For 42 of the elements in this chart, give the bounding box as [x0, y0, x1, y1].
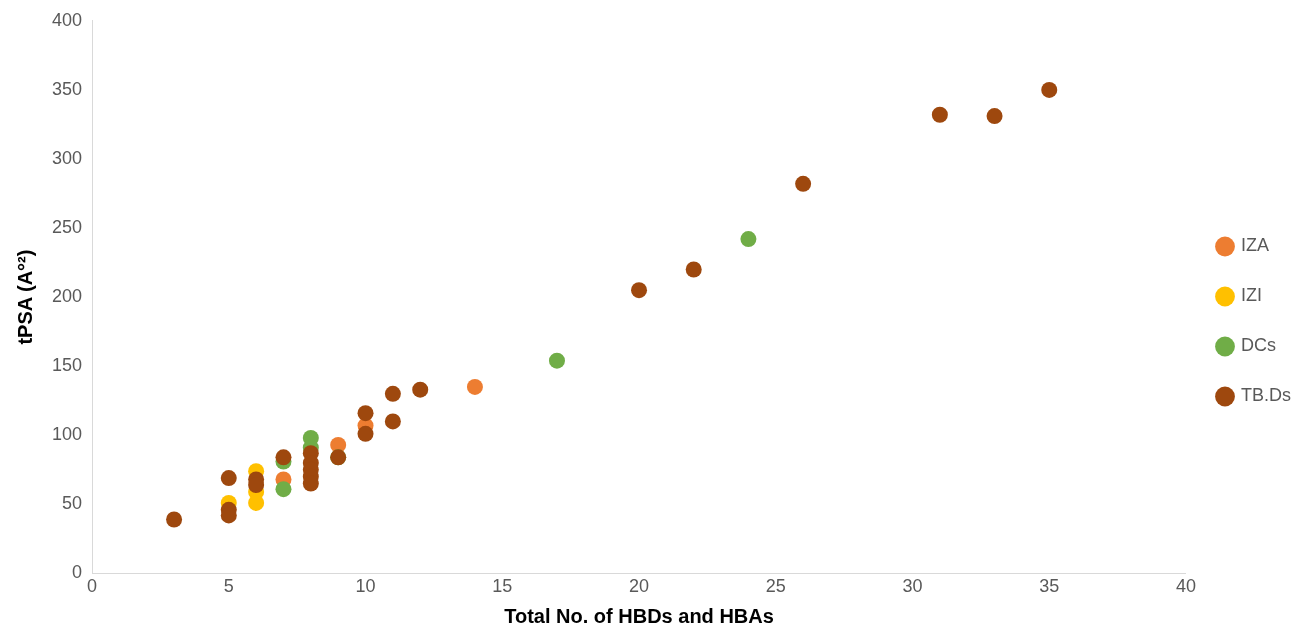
y-tick-label: 0 [72, 562, 83, 583]
point [357, 405, 374, 422]
y-tick-label: 150 [51, 355, 83, 376]
y-tick-label: 300 [51, 147, 83, 168]
point [931, 106, 948, 123]
x-tick-label: 20 [629, 576, 650, 597]
y-tick-label: 250 [51, 216, 83, 237]
legend-label: IZI [1241, 285, 1262, 306]
legend-label: DCs [1241, 335, 1276, 356]
point [384, 385, 401, 402]
y-tick-label: 50 [62, 493, 83, 514]
point [220, 470, 237, 487]
x-tick-label: 35 [1039, 576, 1060, 597]
point [631, 282, 648, 299]
x-tick-label: 10 [355, 576, 376, 597]
legend-label: IZA [1241, 235, 1270, 256]
point [986, 108, 1003, 125]
point [466, 378, 483, 395]
point [548, 352, 565, 369]
point [357, 425, 374, 442]
x-tick-label: 5 [223, 576, 234, 597]
x-axis-title: Total No. of HBDs and HBAs [504, 604, 774, 627]
x-tick-label: 30 [902, 576, 923, 597]
point [795, 175, 812, 192]
point [166, 511, 183, 528]
x-tick-label: 0 [87, 576, 98, 597]
y-tick-label: 400 [51, 9, 83, 30]
point [685, 261, 702, 278]
y-tick-label: 350 [51, 78, 83, 99]
point [1041, 81, 1058, 98]
point [275, 481, 292, 498]
y-axis-title: tPSA (A°²) [13, 249, 36, 345]
point [384, 413, 401, 430]
x-tick-label: 15 [492, 576, 513, 597]
point [275, 449, 292, 466]
x-tick-label: 40 [1175, 576, 1197, 597]
x-tick-label: 25 [765, 576, 786, 597]
legend-label: TB.Ds [1241, 385, 1292, 406]
point [740, 231, 757, 248]
y-tick-label: 100 [51, 424, 83, 445]
point [412, 381, 429, 398]
y-tick-label: 200 [51, 286, 83, 307]
